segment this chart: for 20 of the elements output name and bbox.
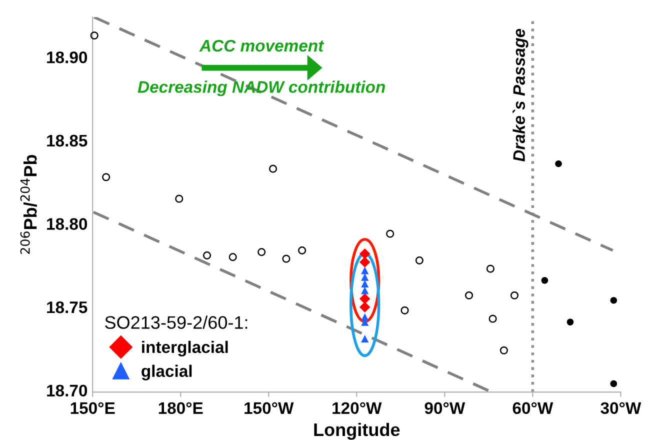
legend-label: glacial: [142, 364, 192, 380]
y-tick-label: 18.75: [47, 301, 88, 314]
y-axis-title: $^{206}$Pb/$^{204}$Pb: [20, 154, 37, 254]
ref-line-label: Drake`s Passage: [512, 28, 528, 162]
x-tick-label: 150°E: [70, 402, 115, 414]
annotation: ACC movement: [199, 40, 324, 52]
x-tick-label: 60°W: [512, 402, 554, 414]
y-tick-label: 18.80: [47, 218, 88, 230]
legend-label: interglacial: [142, 340, 228, 356]
x-tick-label: 150°W: [244, 402, 294, 414]
x-tick-label: 120°W: [332, 402, 382, 414]
x-tick-label: 180°E: [158, 402, 203, 414]
annotation: Decreasing NADW contribution: [138, 80, 385, 96]
y-tick-label: 18.85: [47, 134, 88, 147]
x-axis-title: Longitude: [314, 422, 400, 440]
x-tick-label: 90°W: [424, 402, 466, 414]
x-tick-label: 30°W: [600, 402, 642, 414]
y-tick-label: 18.70: [47, 384, 88, 397]
legend-title: SO213-59-2/60-1:: [105, 316, 248, 329]
y-tick-label: 18.90: [47, 51, 88, 64]
